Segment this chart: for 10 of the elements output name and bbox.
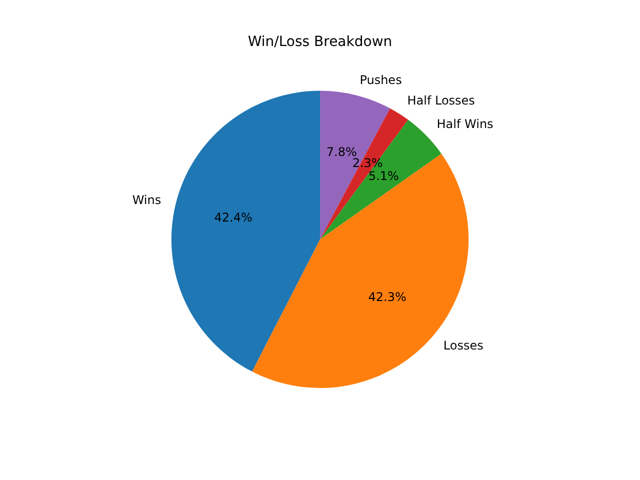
data-label: 42.3% <box>368 290 406 304</box>
chart-title: Win/Loss Breakdown <box>248 34 392 50</box>
data-label: 5.1% <box>368 169 399 184</box>
slice-label: Losses <box>443 338 484 353</box>
data-label: 42.4% <box>214 210 252 225</box>
slice-label: Pushes <box>360 72 402 87</box>
slice-label: Wins <box>132 193 162 208</box>
slice-label: Half Wins <box>436 117 494 132</box>
slice-label: Half Losses <box>407 93 475 108</box>
data-label: 7.8% <box>326 145 357 160</box>
